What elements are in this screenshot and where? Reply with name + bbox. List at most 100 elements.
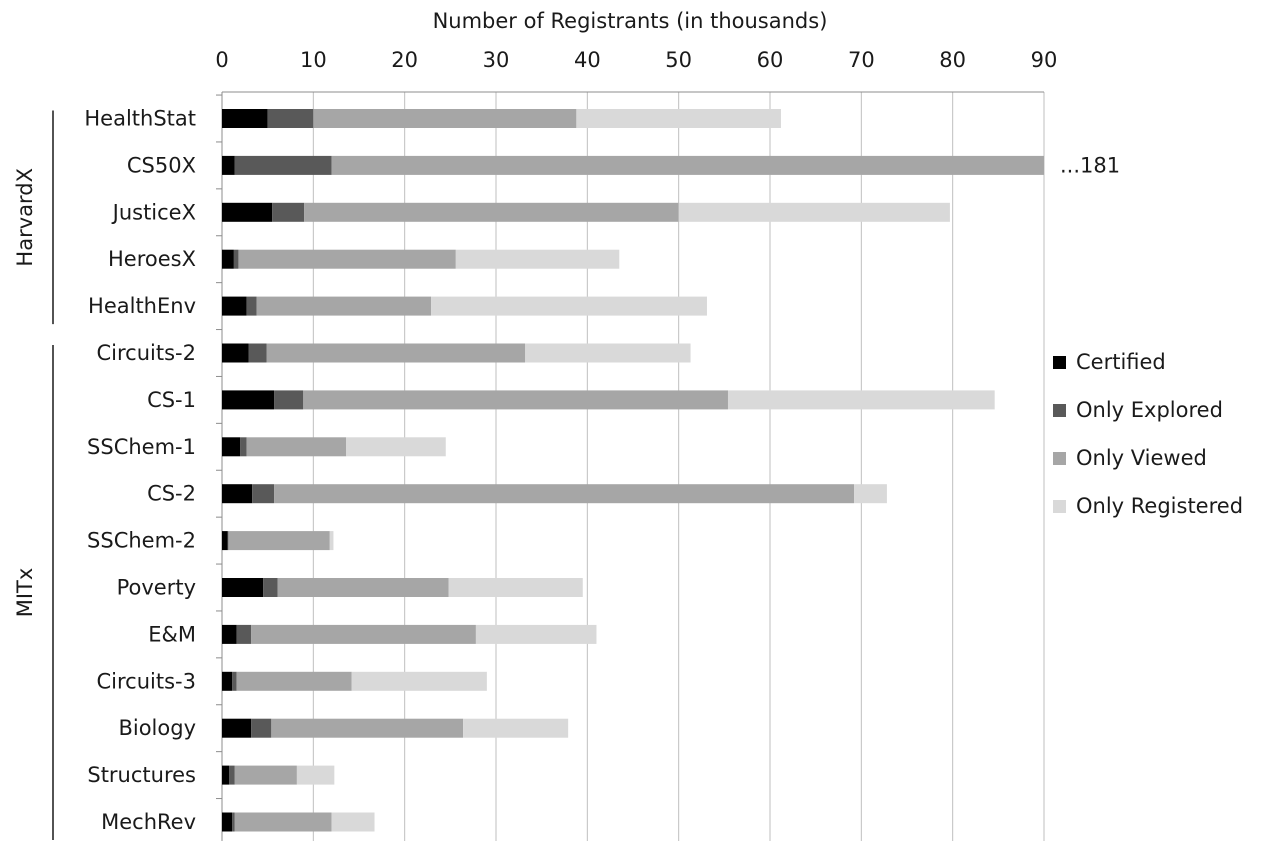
bar-sschem-2-certified — [222, 531, 228, 551]
bar-sschem-1-only-viewed — [246, 437, 347, 457]
bar-biology-certified — [222, 718, 252, 738]
bar-cs-1-only-viewed — [303, 390, 728, 410]
legend-item-certified: Certified — [1053, 338, 1243, 386]
bar-circuits-3-only-registered — [351, 671, 487, 691]
category-label-eandm: E&M — [148, 622, 196, 646]
bar-structures-only-viewed — [234, 765, 297, 785]
x-tick-label-90: 90 — [1031, 48, 1058, 72]
bar-cs50x-only-explored — [234, 155, 332, 175]
bar-mechrev-certified — [222, 812, 233, 832]
category-label-cs50x: CS50X — [127, 153, 196, 177]
bar-poverty-only-registered — [448, 578, 583, 597]
category-label-circuits-3: Circuits-3 — [97, 669, 196, 693]
bar-heroesx-only-registered — [455, 249, 620, 269]
bar-sschem-1-only-registered — [346, 437, 446, 457]
bar-justicex-certified — [222, 202, 273, 222]
bar-cs-2-certified — [222, 484, 253, 504]
x-tick-label-50: 50 — [665, 48, 692, 72]
bar-healthstat-only-viewed — [313, 109, 577, 128]
bar-healthenv-only-registered — [431, 296, 707, 316]
bar-cs-1-only-registered — [727, 390, 995, 410]
legend-item-only-registered: Only Registered — [1053, 482, 1243, 530]
bar-mechrev-only-explored — [232, 812, 235, 832]
bar-structures-only-explored — [229, 765, 235, 785]
bar-cs50x-only-viewed — [331, 155, 1045, 175]
legend-label-certified: Certified — [1076, 350, 1166, 374]
category-label-cs-2: CS-2 — [147, 482, 196, 506]
bar-healthstat-only-registered — [576, 109, 781, 128]
bar-cs-2-only-explored — [252, 484, 275, 504]
legend: Certified Only Explored Only Viewed Only… — [1053, 338, 1243, 530]
bar-heroesx-certified — [222, 249, 234, 269]
bar-mechrev-only-viewed — [234, 812, 332, 832]
legend-label-only-registered: Only Registered — [1076, 494, 1244, 518]
bar-sschem-1-only-explored — [240, 437, 247, 457]
x-tick-label-10: 10 — [300, 48, 327, 72]
bar-sschem-1-certified — [222, 437, 241, 457]
bar-cs-2-only-viewed — [274, 484, 855, 504]
bar-poverty-only-explored — [263, 578, 278, 597]
bar-cs50x-certified — [222, 155, 235, 175]
legend-label-only-viewed: Only Viewed — [1076, 446, 1207, 470]
bar-sschem-2-only-viewed — [228, 531, 330, 551]
legend-item-only-explored: Only Explored — [1053, 386, 1243, 434]
bar-healthstat-only-explored — [267, 109, 314, 128]
bar-eandm-only-viewed — [251, 624, 476, 644]
x-tick-label-60: 60 — [757, 48, 784, 72]
bar-cs-1-only-explored — [274, 390, 304, 410]
legend-item-only-viewed: Only Viewed — [1053, 434, 1243, 482]
bar-healthstat-certified — [222, 109, 268, 128]
bar-biology-only-explored — [251, 718, 272, 738]
bar-eandm-only-registered — [475, 624, 597, 644]
x-tick-label-70: 70 — [848, 48, 875, 72]
bar-cs-2-only-registered — [854, 484, 887, 504]
bar-circuits-2-only-explored — [248, 343, 267, 363]
category-label-justicex: JusticeX — [111, 200, 196, 224]
category-label-healthenv: HealthEnv — [88, 294, 196, 318]
category-label-circuits-2: Circuits-2 — [97, 341, 196, 365]
category-label-poverty: Poverty — [117, 576, 196, 600]
x-tick-label-40: 40 — [574, 48, 601, 72]
bar-justicex-only-viewed — [304, 202, 679, 222]
group-label-harvardx: HarvardX — [13, 168, 37, 267]
bar-cs-1-certified — [222, 390, 275, 410]
bar-structures-only-registered — [296, 765, 335, 785]
bar-eandm-certified — [222, 624, 237, 644]
bar-justicex-only-explored — [272, 202, 305, 222]
bar-biology-only-registered — [463, 718, 569, 738]
bar-circuits-3-only-explored — [232, 671, 237, 691]
bar-eandm-only-explored — [236, 624, 252, 644]
bar-structures-certified — [222, 765, 230, 785]
legend-swatch-only-explored — [1053, 403, 1066, 417]
x-tick-label-80: 80 — [939, 48, 966, 72]
bar-heroesx-only-explored — [233, 249, 239, 269]
bar-circuits-2-certified — [222, 343, 249, 363]
category-label-structures: Structures — [87, 763, 196, 787]
legend-swatch-certified — [1053, 355, 1066, 369]
bar-heroesx-only-viewed — [238, 249, 456, 269]
legend-swatch-only-viewed — [1053, 451, 1066, 465]
bar-circuits-2-only-registered — [525, 343, 691, 363]
bar-healthenv-only-viewed — [256, 296, 432, 316]
category-label-cs-1: CS-1 — [147, 388, 196, 412]
bar-justicex-only-registered — [678, 202, 950, 222]
bar-poverty-only-viewed — [277, 578, 449, 597]
bar-circuits-3-only-viewed — [236, 671, 352, 691]
x-tick-label-30: 30 — [483, 48, 510, 72]
bar-healthenv-certified — [222, 296, 247, 316]
x-tick-label-0: 0 — [215, 48, 228, 72]
legend-swatch-only-registered — [1053, 499, 1066, 513]
x-tick-label-20: 20 — [391, 48, 418, 72]
bar-sschem-2-only-explored — [227, 531, 229, 551]
group-label-mitx: MITx — [13, 568, 37, 618]
legend-label-only-explored: Only Explored — [1076, 398, 1223, 422]
bar-sschem-2-only-registered — [329, 531, 334, 551]
bar-circuits-3-certified — [222, 671, 233, 691]
bar-biology-only-viewed — [271, 718, 464, 738]
bar-mechrev-only-registered — [331, 812, 375, 832]
category-label-sschem-2: SSChem-2 — [87, 529, 196, 553]
overflow-annotation: ...181 — [1060, 153, 1120, 177]
bar-poverty-certified — [222, 578, 264, 597]
